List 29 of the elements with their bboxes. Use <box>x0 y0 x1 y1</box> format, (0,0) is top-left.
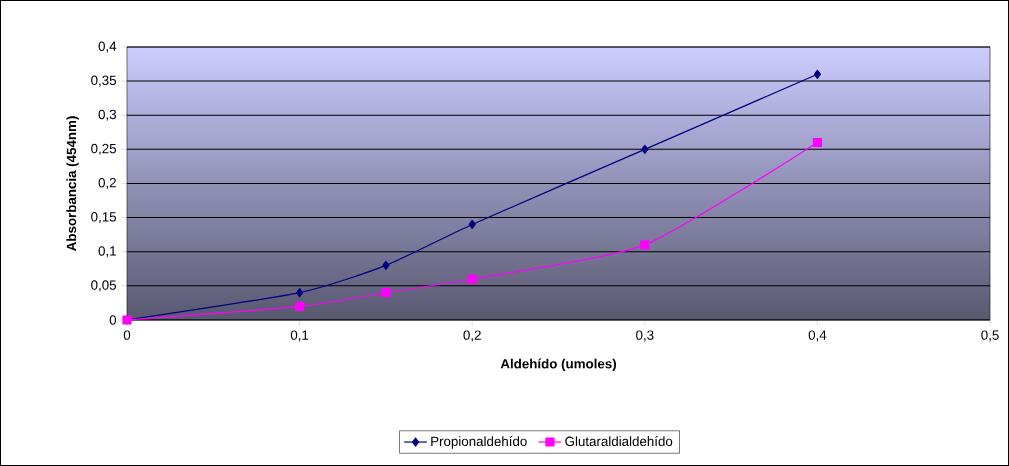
point <box>813 69 822 79</box>
point <box>296 288 304 298</box>
x-tick-label: 0,1 <box>290 330 309 342</box>
x-tick-label: 0,2 <box>463 330 481 342</box>
x-tick-label: 0 <box>123 330 131 340</box>
x-axis-title: Aldehído (umoles) <box>500 358 616 372</box>
x-tick-label: 0,3 <box>636 330 654 342</box>
legend-label: Glutaraldialdehído <box>565 436 673 447</box>
y-tick-label: 0,4 <box>98 41 117 53</box>
y-tick-label: 0,05 <box>91 280 117 292</box>
point <box>382 260 390 270</box>
point <box>641 144 649 154</box>
y-tick-label: 0,35 <box>91 75 117 87</box>
y-axis-title: Absorbancia (454nm) <box>66 116 79 251</box>
x-tick-label: 0,5 <box>981 330 999 342</box>
point <box>812 137 823 148</box>
legend-label: Propionaldehído <box>431 436 527 449</box>
y-tick-label: 0,3 <box>98 109 116 121</box>
y-tick-label: 0,25 <box>91 143 117 155</box>
point <box>381 288 391 298</box>
y-tick-label: 0,2 <box>98 177 116 189</box>
point <box>467 274 477 284</box>
point <box>468 219 476 230</box>
point <box>640 240 650 250</box>
y-tick-label: 0 <box>109 315 117 325</box>
x-tick-label: 0,4 <box>808 330 827 342</box>
y-tick-label: 0,1 <box>98 246 116 258</box>
y-tick-label: 0,15 <box>91 212 117 224</box>
point <box>294 301 305 311</box>
